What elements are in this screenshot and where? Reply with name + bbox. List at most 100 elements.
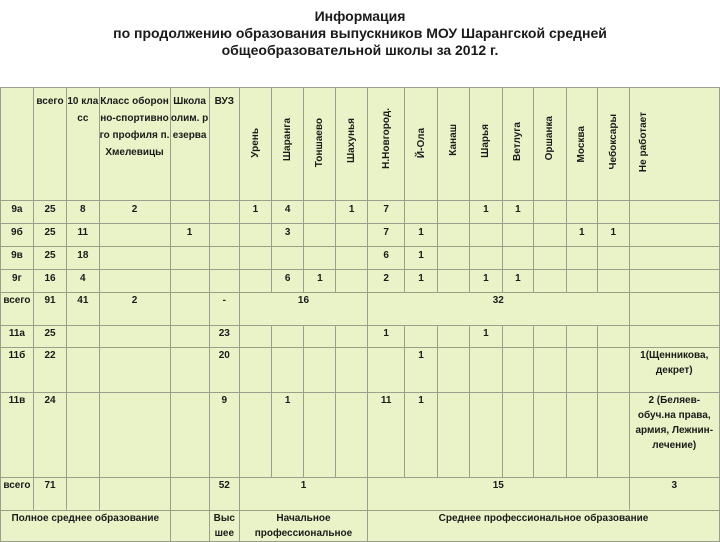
table-cell: 1 bbox=[404, 347, 438, 393]
table-cell: 1 bbox=[404, 392, 438, 478]
table-cell bbox=[270, 246, 305, 270]
table-cell bbox=[98, 269, 171, 293]
table-cell bbox=[66, 392, 100, 478]
table-cell: 1 bbox=[501, 200, 535, 224]
table-cell: 9в bbox=[0, 246, 34, 270]
table-cell bbox=[169, 477, 210, 511]
table-cell: всего bbox=[0, 292, 34, 326]
table-cell bbox=[335, 325, 368, 348]
table-cell: 1 bbox=[239, 477, 368, 511]
table-cell bbox=[628, 246, 720, 270]
table-cell: 11 bbox=[66, 223, 100, 247]
title-line-1: Информация bbox=[314, 8, 406, 24]
table-cell bbox=[98, 477, 171, 511]
table-cell bbox=[628, 325, 720, 348]
table-cell bbox=[335, 347, 368, 393]
table-cell bbox=[239, 347, 272, 393]
table-cell bbox=[239, 269, 272, 293]
header-grade10: 10 класс bbox=[66, 87, 100, 201]
header-row: всего 10 класс Класс оборонно-спортивног… bbox=[0, 87, 720, 201]
header-vuz: ВУЗ bbox=[208, 87, 241, 201]
table-cell bbox=[533, 347, 567, 393]
table-cell: 1 bbox=[335, 200, 368, 224]
table-cell: 1 bbox=[501, 269, 535, 293]
table-cell bbox=[533, 200, 567, 224]
table-cell: 91 bbox=[32, 292, 68, 326]
table-row: 11в 24 9 1 11 1 2 (Беляев- обуч.на права… bbox=[0, 392, 720, 478]
table-cell bbox=[169, 325, 210, 348]
table-cell bbox=[169, 510, 210, 542]
header-olympic-school: Школа олим. резерва bbox=[169, 87, 210, 201]
table-cell: 1 bbox=[404, 246, 438, 270]
table-cell: 9б bbox=[0, 223, 34, 247]
table-cell bbox=[169, 292, 210, 326]
header-col-not-working: Не работает bbox=[628, 87, 720, 201]
table-cell bbox=[628, 223, 720, 247]
table-cell: Высшее bbox=[208, 510, 241, 542]
table-cell: 2 (Беляев- обуч.на права, армия, Лежнин-… bbox=[628, 392, 720, 478]
table-cell bbox=[501, 392, 535, 478]
table-cell bbox=[565, 325, 599, 348]
table-cell: 8 bbox=[66, 200, 100, 224]
table-cell: 1 bbox=[469, 269, 503, 293]
table-cell bbox=[436, 200, 471, 224]
table-row: 9а 25 8 2 1 4 1 7 1 1 bbox=[0, 200, 720, 224]
table-cell: 11б bbox=[0, 347, 34, 393]
table-cell bbox=[501, 246, 535, 270]
table-cell: 18 bbox=[66, 246, 100, 270]
table-cell: 11а bbox=[0, 325, 34, 348]
header-col-yola: Й-Ола bbox=[404, 87, 438, 201]
table-cell: 7 bbox=[366, 223, 406, 247]
table-cell: 6 bbox=[270, 269, 305, 293]
header-col-tonshaevo: Тоншаево bbox=[303, 87, 337, 201]
table-cell bbox=[239, 246, 272, 270]
table-cell bbox=[303, 347, 337, 393]
table-cell: 16 bbox=[32, 269, 68, 293]
header-col-sharanga: Шаранга bbox=[270, 87, 305, 201]
table-cell: 4 bbox=[270, 200, 305, 224]
table-cell: 1 bbox=[565, 223, 599, 247]
table-cell: 71 bbox=[32, 477, 68, 511]
table-cell: 52 bbox=[208, 477, 241, 511]
table-cell: 22 bbox=[32, 347, 68, 393]
table-cell: 4 bbox=[66, 269, 100, 293]
header-col-uren: Урень bbox=[239, 87, 272, 201]
table-cell bbox=[169, 347, 210, 393]
table-cell bbox=[597, 200, 630, 224]
table-cell: 1 bbox=[597, 223, 630, 247]
table-row: 9б 25 11 1 3 7 1 1 1 bbox=[0, 223, 720, 247]
header-col-kanash: Канаш bbox=[436, 87, 471, 201]
table-cell bbox=[436, 223, 471, 247]
table-cell bbox=[208, 200, 241, 224]
header-col-cheboksary: Чебоксары bbox=[597, 87, 630, 201]
table-cell bbox=[169, 392, 210, 478]
table-cell: 1 bbox=[404, 223, 438, 247]
table-cell bbox=[270, 347, 305, 393]
table-cell bbox=[628, 200, 720, 224]
table-cell bbox=[98, 392, 171, 478]
table-cell: 3 bbox=[628, 477, 720, 511]
graduates-table: всего 10 класс Класс оборонно-спортивног… bbox=[0, 87, 720, 542]
table-cell bbox=[469, 246, 503, 270]
header-total: всего bbox=[32, 87, 68, 201]
table-cell bbox=[270, 325, 305, 348]
table-cell bbox=[469, 223, 503, 247]
table-cell: 7 bbox=[366, 200, 406, 224]
total-row-11: всего 71 52 1 15 3 bbox=[0, 477, 720, 511]
table-cell bbox=[98, 223, 171, 247]
table-cell: 41 bbox=[66, 292, 100, 326]
header-col-vetluga: Ветлуга bbox=[501, 87, 535, 201]
table-cell: Начальное профессиональное bbox=[239, 510, 368, 542]
table-cell: 1 bbox=[469, 325, 503, 348]
table-cell bbox=[239, 325, 272, 348]
table-cell bbox=[533, 246, 567, 270]
table-cell: 1 bbox=[404, 269, 438, 293]
title-line-3: общеобразовательной школы за 2012 г. bbox=[221, 42, 499, 58]
table-cell bbox=[208, 246, 241, 270]
table-cell: Полное среднее образование bbox=[0, 510, 171, 542]
table-cell: 9а bbox=[0, 200, 34, 224]
table-cell bbox=[169, 269, 210, 293]
table-row: 11б 22 20 1 1(Щенникова, декрет) bbox=[0, 347, 720, 393]
table-cell: 25 bbox=[32, 223, 68, 247]
table-cell: - bbox=[208, 292, 241, 326]
